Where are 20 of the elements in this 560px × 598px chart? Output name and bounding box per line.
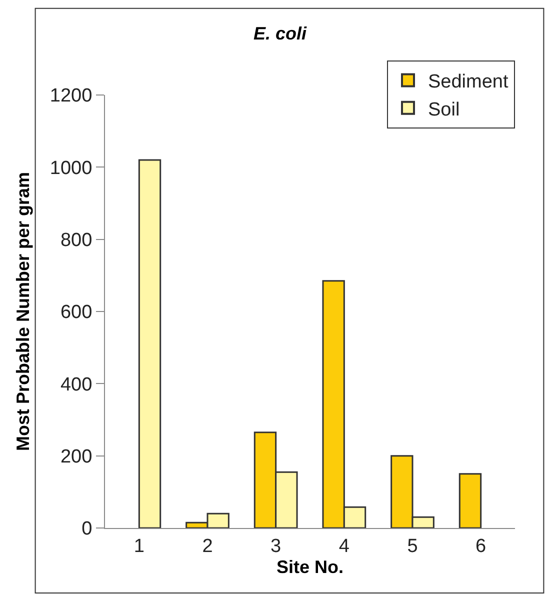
y-tick-label: 1200: [50, 86, 92, 107]
x-axis-title: Site No.: [276, 556, 344, 577]
x-tick-label: 4: [338, 536, 350, 557]
x-tick-label: 2: [202, 536, 213, 557]
y-tick-label: 1000: [50, 158, 92, 179]
chart-title: E. coli: [253, 24, 308, 44]
bar: [138, 159, 162, 528]
legend-label: Soil: [428, 99, 460, 120]
y-tick-label: 400: [60, 374, 92, 396]
y-tick-label: 0: [82, 518, 92, 540]
y-tick-label: 600: [60, 302, 92, 324]
x-tick-label: 3: [270, 536, 282, 557]
x-tick-label: 6: [476, 536, 486, 557]
y-tick-label: 800: [60, 230, 92, 251]
x-tick-label: 1: [134, 536, 144, 557]
legend-label: Sediment: [428, 72, 509, 93]
bar: [458, 473, 482, 528]
y-tick-label: 200: [60, 446, 92, 468]
y-axis-title: Most Probable Number per gram: [13, 172, 34, 452]
x-tick-label: 5: [407, 536, 418, 557]
